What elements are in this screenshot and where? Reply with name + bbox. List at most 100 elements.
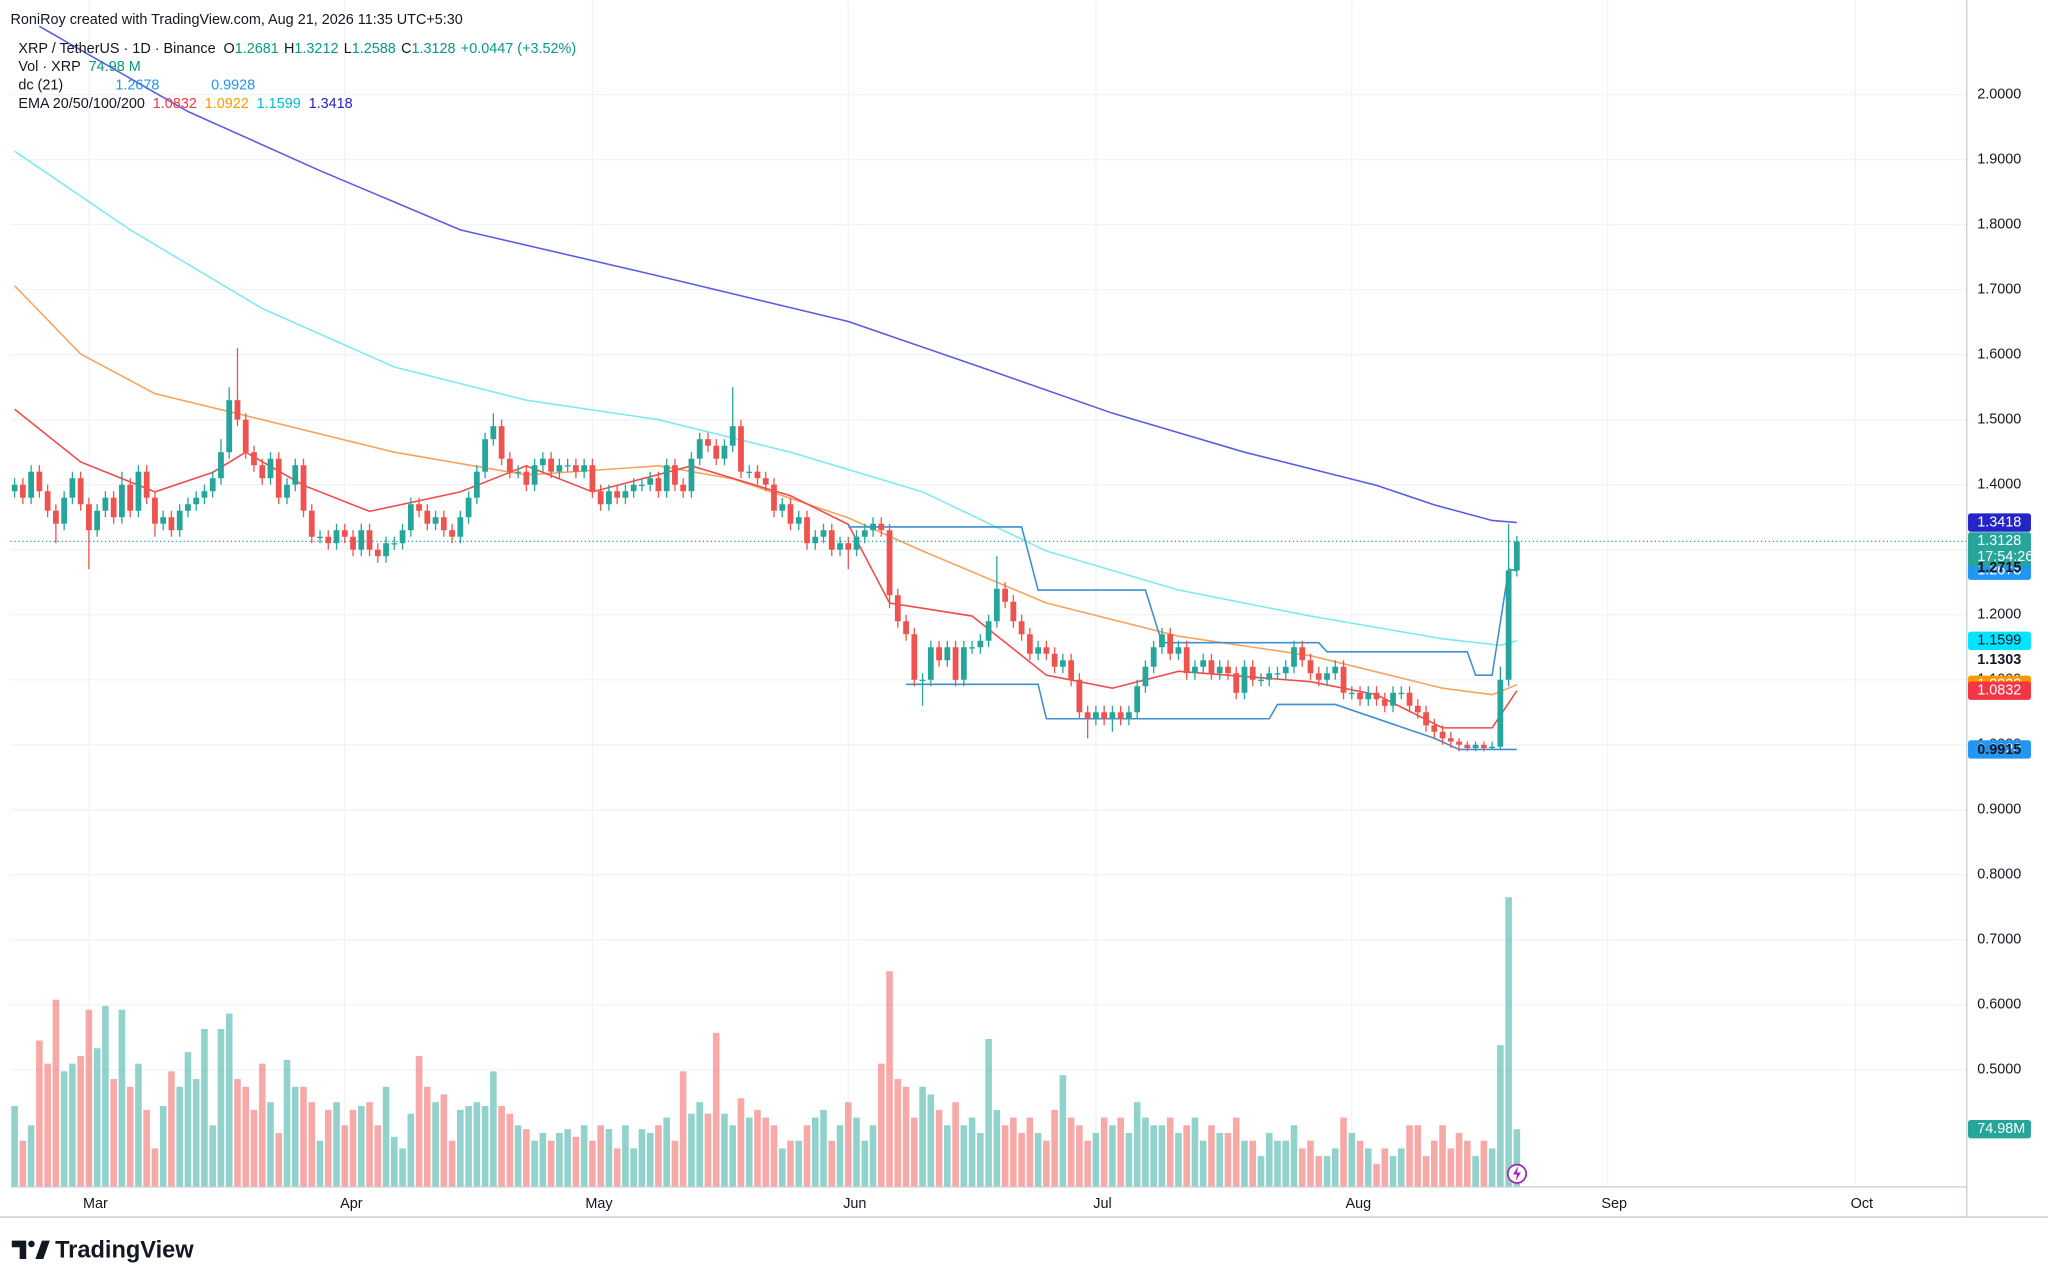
candle-body bbox=[1084, 712, 1091, 719]
volume-bar bbox=[118, 1009, 126, 1187]
volume-bar bbox=[1232, 1117, 1240, 1187]
indicator-tag-bg bbox=[1968, 681, 2031, 700]
volume-bar bbox=[1051, 1109, 1058, 1187]
candle-body bbox=[1282, 666, 1289, 674]
volume-bar bbox=[60, 1071, 68, 1187]
candle-body bbox=[1274, 673, 1281, 675]
volume-bar bbox=[754, 1109, 761, 1187]
candle-body bbox=[548, 458, 555, 472]
logo-icon bbox=[28, 1240, 35, 1248]
volume-bar bbox=[102, 1005, 109, 1187]
volume-bar bbox=[580, 1125, 588, 1187]
candle-body bbox=[457, 517, 464, 537]
candle-body bbox=[630, 484, 637, 492]
volume-bar bbox=[308, 1102, 316, 1187]
candle-body bbox=[1505, 570, 1512, 680]
candle-body bbox=[795, 517, 802, 524]
volume-bar bbox=[1224, 1132, 1232, 1187]
candle-body bbox=[1373, 692, 1380, 700]
volume-bar bbox=[927, 1094, 935, 1187]
candle-body bbox=[1332, 666, 1339, 674]
volume-bar bbox=[19, 1140, 27, 1187]
candle-body bbox=[1051, 653, 1058, 667]
credit: RoniRoy created with TradingView.com, Au… bbox=[10, 12, 462, 28]
volume-bar bbox=[27, 1125, 35, 1187]
volume-bar bbox=[1298, 1148, 1306, 1187]
candle-body bbox=[787, 504, 794, 524]
candle-body bbox=[226, 400, 233, 453]
volume-bar bbox=[1100, 1117, 1108, 1187]
indicator-tag-bg bbox=[1968, 740, 2031, 759]
indicator-tag: 1.1599 bbox=[1977, 633, 2021, 649]
volume-bar bbox=[1018, 1132, 1025, 1187]
logo-text: TradingView bbox=[55, 1237, 194, 1263]
volume-bar bbox=[1043, 1140, 1050, 1187]
candle-body bbox=[1109, 712, 1116, 719]
volume-bar bbox=[126, 1086, 134, 1187]
candle-body bbox=[333, 530, 340, 544]
legend-dc-upper: 1.2678 bbox=[115, 77, 159, 93]
y-tick-label: 1.8000 bbox=[1977, 216, 2021, 232]
candle-body bbox=[762, 478, 769, 485]
volume-bar bbox=[300, 1086, 307, 1187]
volume-bar bbox=[324, 1109, 332, 1187]
volume-bar bbox=[382, 1086, 390, 1187]
indicator-tag: 1.3418 bbox=[1977, 514, 2021, 530]
volume-bar bbox=[1398, 1148, 1405, 1187]
candle-body bbox=[28, 471, 35, 498]
volume-bar bbox=[514, 1125, 522, 1187]
volume-bar bbox=[935, 1109, 943, 1187]
candle-body bbox=[19, 484, 26, 498]
volume-bar bbox=[795, 1140, 803, 1187]
x-tick-label: Jun bbox=[843, 1196, 866, 1212]
candle-body bbox=[1002, 588, 1008, 602]
volume-bar bbox=[696, 1102, 704, 1187]
volume-bar bbox=[721, 1113, 728, 1187]
volume-bar bbox=[1513, 1129, 1521, 1187]
volume-bar bbox=[143, 1109, 150, 1187]
candle-body bbox=[185, 504, 191, 511]
volume-bar bbox=[258, 1063, 266, 1187]
candle-body bbox=[366, 530, 373, 550]
indicator-line bbox=[14, 150, 1518, 647]
candle-body bbox=[952, 647, 959, 680]
volume-bar bbox=[283, 1059, 291, 1187]
y-tick-label: 1.4000 bbox=[1977, 477, 2021, 493]
volume-bar bbox=[69, 1063, 76, 1187]
candle-body bbox=[878, 523, 885, 531]
volume-tag: 74.98M bbox=[1977, 1121, 2025, 1137]
last-price-tag: 1.3128 bbox=[1977, 533, 2021, 549]
legend-volume: Vol · XRP 74.98 M bbox=[18, 59, 140, 75]
candle-body bbox=[482, 439, 488, 472]
candle-body bbox=[1439, 731, 1446, 739]
volume-bar bbox=[993, 1109, 1001, 1187]
y-tick-label: 0.5000 bbox=[1977, 1062, 2021, 1078]
volume-bar bbox=[844, 1102, 852, 1187]
volume-bar bbox=[1142, 1117, 1149, 1187]
candle-body bbox=[1447, 738, 1454, 742]
volume-bar bbox=[911, 1117, 918, 1187]
volume-bar bbox=[498, 1106, 505, 1187]
volume-bar bbox=[490, 1071, 497, 1187]
volume-bar bbox=[1488, 1148, 1496, 1187]
volume-bar bbox=[523, 1129, 530, 1187]
x-tick-label: Apr bbox=[340, 1196, 363, 1212]
volume-bar bbox=[1290, 1125, 1298, 1187]
candle-body bbox=[1357, 692, 1363, 700]
candle-body bbox=[176, 510, 183, 531]
candle-body bbox=[473, 471, 480, 498]
volume-bar bbox=[1001, 1125, 1009, 1187]
volume-bar bbox=[944, 1125, 951, 1187]
candle-body bbox=[251, 452, 257, 466]
candle-body bbox=[622, 491, 629, 498]
volume-bar bbox=[1480, 1140, 1488, 1187]
volume-bar bbox=[424, 1086, 431, 1187]
logo-icon bbox=[35, 1240, 50, 1260]
volume-bar bbox=[1406, 1125, 1413, 1187]
candle-body bbox=[1365, 692, 1372, 700]
price-mark: 1.2715 bbox=[1977, 560, 2021, 576]
volume-bar bbox=[902, 1086, 910, 1187]
volume-bar bbox=[217, 1028, 225, 1187]
candle-body bbox=[308, 510, 315, 537]
volume-bar bbox=[547, 1140, 555, 1187]
